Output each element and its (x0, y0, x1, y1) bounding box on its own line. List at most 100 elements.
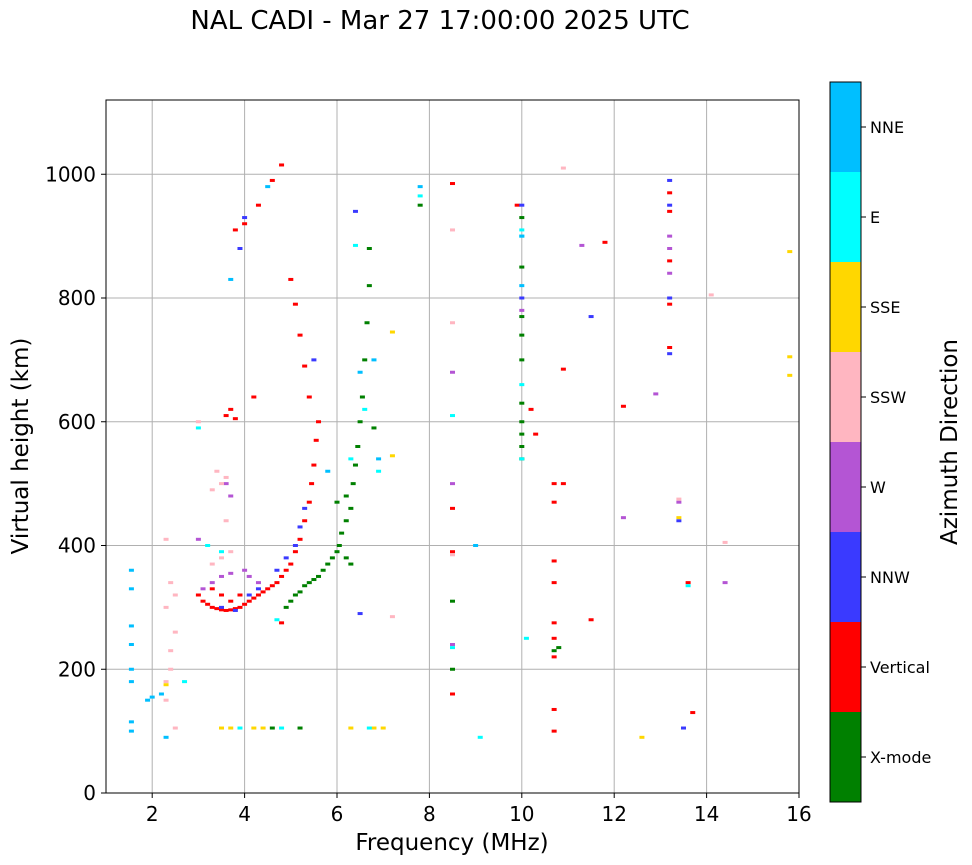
data-point-e (362, 407, 368, 411)
data-point-x-mode (350, 482, 356, 486)
data-point-nnw (667, 296, 673, 300)
colorbar-swatch (830, 712, 861, 802)
data-point-vertical (551, 655, 557, 659)
data-point-x-mode (450, 667, 455, 671)
data-point-vertical (551, 482, 557, 486)
plot-frame (105, 99, 800, 794)
data-point-sse (639, 735, 645, 739)
data-point-vertical (232, 228, 238, 232)
data-point-vertical (560, 367, 566, 371)
data-points (128, 163, 793, 739)
data-point-w (450, 482, 455, 486)
data-point-e (417, 194, 423, 198)
data-point-vertical (200, 599, 206, 603)
data-point-nnw (352, 209, 358, 213)
data-point-nnw (588, 315, 594, 319)
data-point-vertical (309, 482, 315, 486)
x-tick-label: 10 (509, 802, 534, 826)
colorbar-label: X-mode (870, 748, 931, 767)
data-point-x-mode (311, 578, 317, 582)
y-axis: 0 200 400 600 800 1000 (45, 162, 106, 805)
data-point-sse (228, 726, 234, 730)
colorbar-swatch (830, 532, 861, 622)
data-point-ssw (708, 293, 714, 297)
data-point-vertical (219, 593, 224, 597)
data-point-x-mode (283, 605, 289, 609)
data-point-sse (251, 726, 257, 730)
data-point-vertical (551, 729, 557, 733)
data-point-ssw (163, 698, 169, 702)
data-point-e (519, 228, 525, 232)
data-point-vertical (223, 608, 229, 612)
data-point-vertical (551, 707, 557, 711)
data-point-nne (128, 720, 134, 724)
data-point-ssw (163, 537, 169, 541)
data-point-x-mode (334, 500, 340, 504)
data-point-vertical (205, 602, 211, 606)
data-point-nnw (242, 216, 248, 220)
data-point-vertical (306, 395, 312, 399)
data-point-e (182, 680, 188, 684)
data-point-x-mode (343, 556, 349, 560)
data-point-vertical (214, 607, 220, 611)
colorbar-label: SSE (870, 298, 900, 317)
data-point-ssw (209, 562, 215, 566)
data-point-ssw (560, 166, 566, 170)
data-point-w (246, 574, 252, 578)
data-point-ssw (172, 630, 178, 634)
data-point-nne (519, 284, 525, 288)
data-point-vertical (279, 163, 285, 167)
data-point-vertical (551, 581, 557, 585)
data-point-nne (473, 544, 479, 547)
data-point-x-mode (339, 531, 345, 535)
data-point-nnw (292, 544, 298, 547)
data-point-nnw (357, 612, 363, 616)
y-tick-label: 0 (83, 781, 96, 805)
data-point-e (450, 414, 455, 418)
data-point-vertical (302, 364, 308, 368)
data-point-vertical (274, 581, 280, 585)
data-point-e (450, 646, 455, 650)
data-point-vertical (255, 203, 261, 207)
x-tick-label: 2 (146, 802, 159, 826)
data-point-vertical (255, 593, 261, 597)
data-point-vertical (223, 414, 229, 418)
data-point-nne (371, 358, 377, 362)
data-point-vertical (246, 599, 252, 603)
data-point-e (274, 618, 280, 622)
data-point-vertical (302, 519, 308, 523)
data-point-ssw (676, 497, 682, 501)
data-point-x-mode (362, 358, 368, 362)
data-point-vertical (667, 259, 673, 263)
data-point-ssw (219, 482, 224, 486)
data-point-vertical (533, 432, 539, 436)
data-point-vertical (228, 407, 234, 411)
data-point-ssw (389, 615, 395, 619)
x-tick-label: 12 (601, 802, 626, 826)
data-point-nne (163, 735, 169, 739)
data-point-vertical (265, 587, 271, 591)
data-point-x-mode (288, 599, 294, 603)
data-point-sse (371, 726, 377, 730)
data-point-x-mode (292, 593, 298, 597)
data-point-w (667, 234, 673, 238)
data-point-sse (787, 250, 793, 254)
data-point-e (376, 469, 382, 473)
data-point-ssw (450, 321, 455, 325)
data-point-nne (128, 680, 134, 684)
colorbar-frame (829, 81, 862, 803)
data-point-w (228, 571, 234, 575)
data-point-nnw (519, 296, 525, 300)
data-point-e (523, 636, 529, 640)
data-point-ssw (219, 556, 224, 560)
colorbar-label: Vertical (870, 658, 930, 677)
data-point-nne (128, 568, 134, 572)
data-point-x-mode (348, 562, 354, 566)
data-point-nnw (283, 556, 289, 560)
data-point-vertical (232, 417, 238, 421)
x-tick-label: 6 (331, 802, 344, 826)
data-point-nnw (255, 587, 261, 591)
data-point-x-mode (417, 203, 423, 207)
data-point-nne (149, 695, 155, 699)
data-point-nnw (311, 358, 317, 362)
